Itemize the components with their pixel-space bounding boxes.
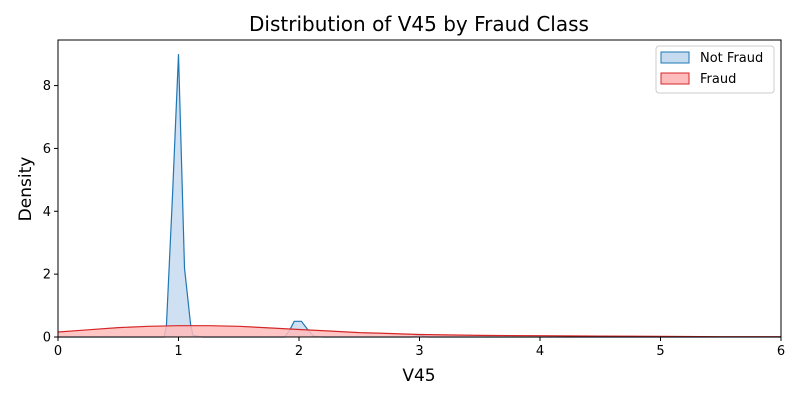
x-tick-label: 1 (174, 344, 182, 359)
x-tick-label: 6 (777, 344, 785, 359)
x-tick-label: 3 (415, 344, 423, 359)
x-tick-label: 2 (295, 344, 303, 359)
y-tick-label: 0 (43, 331, 51, 346)
y-tick-label: 8 (43, 79, 51, 94)
series-layer (57, 54, 781, 338)
x-tick-label: 5 (656, 344, 664, 359)
legend: Not Fraud Fraud (655, 45, 775, 94)
density-line-fraud (57, 325, 781, 338)
y-tick-label: 4 (43, 205, 51, 220)
legend-label-fraud: Fraud (700, 72, 736, 87)
y-tick-label: 2 (43, 268, 51, 283)
y-tick-label: 6 (43, 142, 51, 157)
legend-label-not-fraud: Not Fraud (700, 51, 763, 66)
x-axis: 0 1 2 3 4 5 6 (54, 337, 785, 359)
y-axis-label: Density (16, 157, 36, 222)
x-tick-label: 0 (54, 344, 62, 359)
legend-swatch-not-fraud (660, 51, 690, 64)
x-axis-label: V45 (402, 366, 435, 386)
density-area-fraud (58, 325, 781, 337)
x-tick-label: 4 (536, 344, 544, 359)
density-line-not-fraud (58, 54, 781, 338)
chart-title: Distribution of V45 by Fraud Class (249, 12, 589, 36)
legend-swatch-fraud (660, 72, 690, 85)
density-area-not-fraud (58, 54, 781, 337)
y-axis: 0 2 4 6 8 (43, 79, 58, 346)
